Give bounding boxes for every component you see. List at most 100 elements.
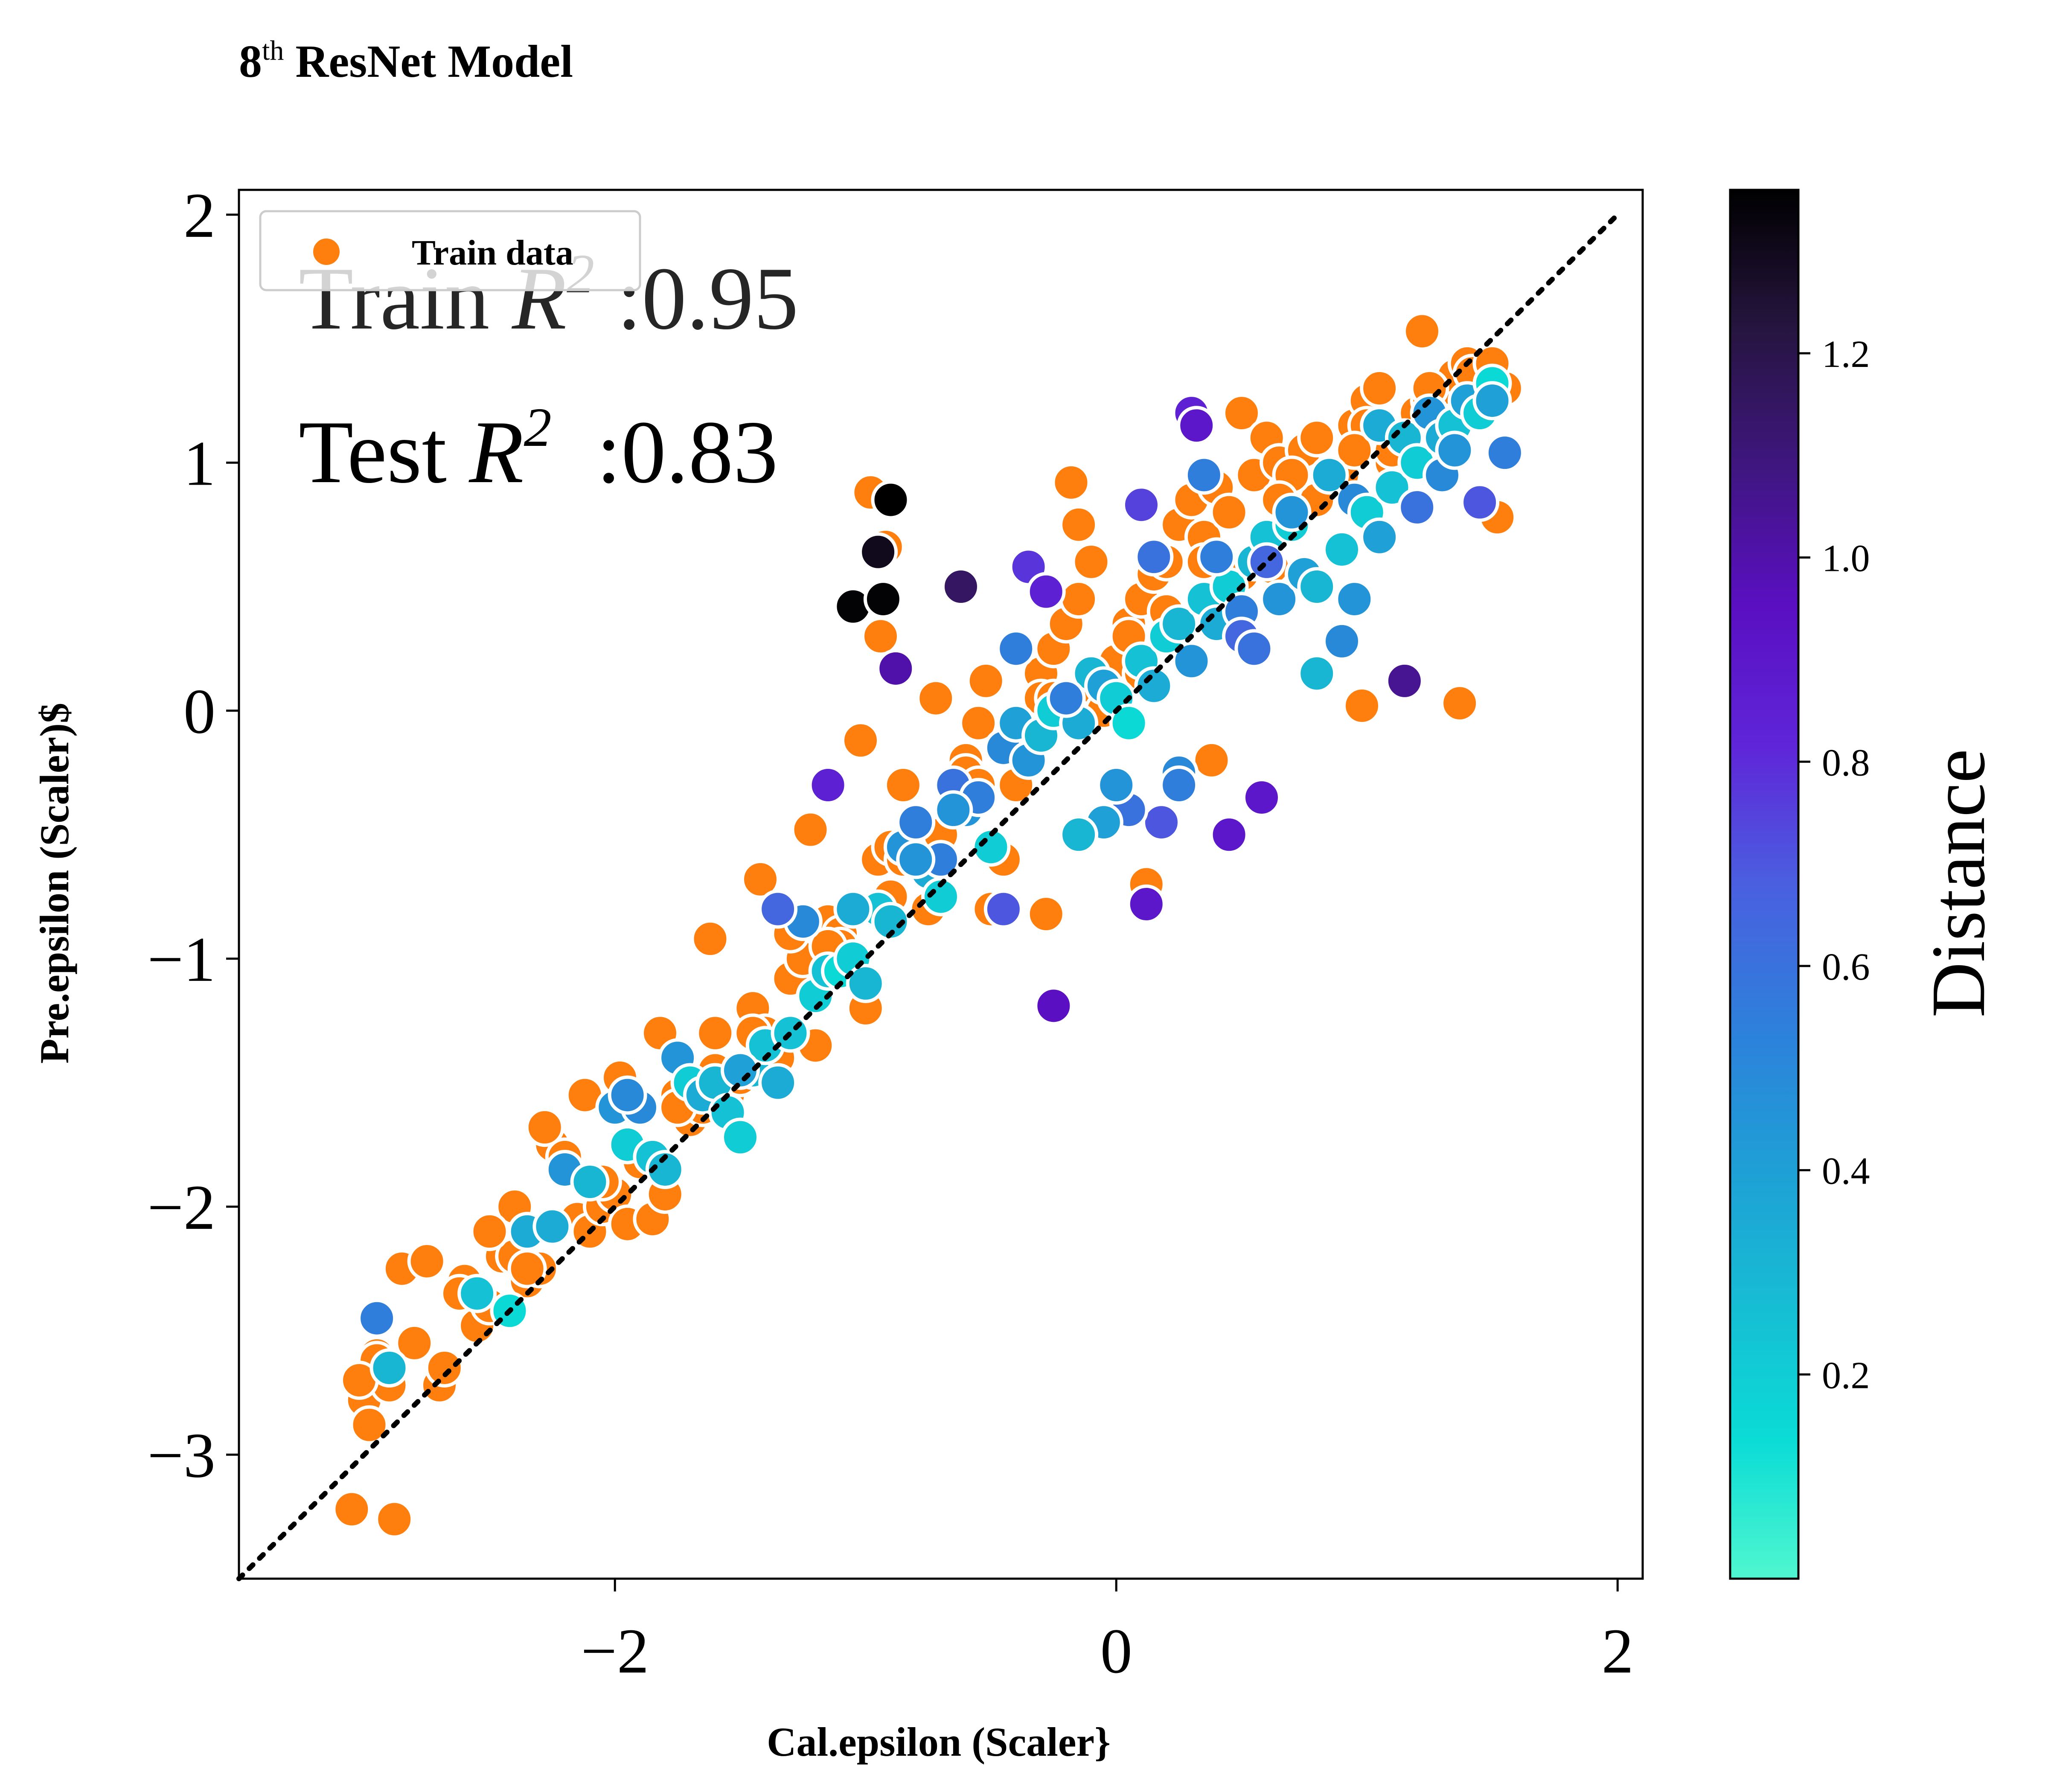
train-point: [1297, 418, 1337, 458]
test-point: [645, 1149, 685, 1189]
chart-title: 8th ResNet Model: [239, 35, 573, 87]
y-tick-label: 0: [183, 676, 215, 747]
train-point: [1440, 684, 1480, 723]
train-point: [883, 765, 923, 805]
train-point: [1335, 431, 1374, 470]
test-point: [808, 765, 848, 805]
test-point: [896, 803, 936, 842]
test-point: [1435, 431, 1475, 470]
test-point: [1242, 778, 1281, 817]
test-r2-annotation: Test R2 :0.83: [299, 397, 778, 502]
test-point: [1209, 815, 1249, 855]
x-tick-label: 0: [1100, 1616, 1132, 1687]
test-point: [1184, 455, 1224, 495]
test-point: [758, 1063, 798, 1103]
train-point: [916, 678, 956, 718]
train-point: [1026, 894, 1066, 934]
colorbar-tick-label: 1.0: [1822, 538, 1870, 580]
test-point: [1109, 703, 1149, 743]
test-point: [357, 1298, 397, 1338]
chart-title-rest: ResNet Model: [284, 36, 573, 87]
test-point: [1159, 604, 1199, 644]
test-point: [721, 1117, 760, 1157]
test-point: [1097, 765, 1136, 805]
y-tick-label: −2: [147, 1172, 215, 1243]
test-point: [1177, 406, 1216, 445]
train-point: [470, 1212, 509, 1251]
train-point: [425, 1348, 464, 1388]
test-point: [1335, 579, 1374, 619]
test-point: [971, 827, 1011, 867]
test-point: [532, 1207, 572, 1246]
test-point: [1159, 765, 1199, 805]
train-point: [1402, 311, 1442, 351]
y-tick-label: −3: [147, 1420, 215, 1491]
train-point: [690, 919, 730, 959]
test-point: [1322, 529, 1361, 569]
train-point: [349, 1405, 389, 1445]
test-r2-text: Test R2 :0.83: [299, 397, 778, 502]
test-r2-prefix: Test: [299, 403, 469, 502]
test-point: [1126, 884, 1166, 924]
colorbar-tick-label: 0.2: [1822, 1354, 1870, 1396]
train-point: [1222, 393, 1261, 433]
colorbar-tick-label: 0.4: [1822, 1150, 1870, 1193]
train-point: [861, 617, 900, 656]
chart-title-sup: th: [262, 35, 284, 66]
test-r2-value: :0.83: [552, 403, 778, 502]
test-point: [1485, 433, 1524, 473]
train-point: [525, 1108, 564, 1147]
colorbar-gradient: [1729, 189, 1800, 1580]
test-point: [858, 532, 898, 572]
y-tick-label: 1: [183, 428, 215, 499]
colorbar-tick-label: 1.2: [1822, 333, 1870, 375]
train-point: [741, 859, 780, 899]
test-point: [1297, 567, 1337, 606]
legend-box: [259, 210, 641, 291]
test-r2-sup: 2: [524, 397, 552, 458]
legend-label-train: Train data: [412, 233, 573, 273]
test-point: [1385, 661, 1424, 701]
test-point: [1134, 537, 1174, 577]
test-point: [833, 889, 873, 929]
test-point: [871, 902, 911, 941]
test-point: [758, 889, 798, 929]
test-point: [1026, 572, 1066, 611]
identity-line: [236, 212, 1620, 1581]
test-point: [1122, 485, 1161, 525]
colorbar: 0.2 0.4 0.6 0.8 1.0 1.2 Distance: [1729, 189, 2001, 1580]
y-tick-label: −1: [147, 924, 215, 995]
train-point: [1051, 463, 1091, 502]
legend: Train data: [259, 210, 641, 291]
x-ticks: −2 0 2: [581, 1579, 1634, 1687]
test-point: [608, 1075, 647, 1115]
colorbar-tick-label: 0.8: [1822, 742, 1870, 784]
test-point: [863, 579, 903, 619]
train-point: [966, 661, 1006, 701]
test-point: [876, 649, 916, 688]
x-tick-label: −2: [581, 1616, 649, 1687]
test-point: [1460, 483, 1500, 522]
test-point: [1260, 579, 1299, 619]
train-point: [1192, 740, 1231, 780]
colorbar-tick-label: 0.6: [1822, 946, 1870, 988]
train-point: [1360, 369, 1399, 408]
test-point: [996, 629, 1036, 669]
train-point: [695, 1013, 735, 1053]
test-point: [1172, 641, 1211, 681]
test-point: [1059, 815, 1099, 855]
test-point: [1197, 537, 1236, 577]
train-point: [1209, 492, 1249, 532]
test-point: [1297, 654, 1337, 693]
train-point: [1071, 542, 1111, 582]
y-tick-label: 2: [183, 180, 215, 251]
train-point: [1342, 686, 1382, 725]
train-point: [959, 703, 998, 743]
test-point: [1360, 517, 1399, 557]
test-point: [1322, 621, 1361, 661]
chart-title-main: 8: [239, 36, 262, 87]
train-point: [407, 1242, 447, 1281]
test-point: [983, 889, 1023, 929]
test-point: [1309, 455, 1349, 495]
test-point: [570, 1162, 610, 1201]
